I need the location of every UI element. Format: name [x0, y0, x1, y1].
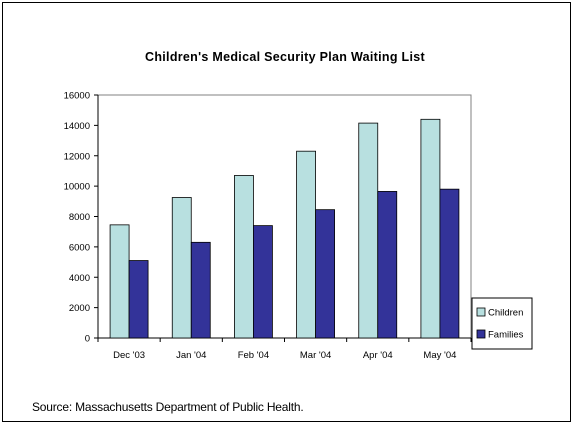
legend-label-families: Families: [488, 330, 524, 341]
bar-families: [253, 225, 273, 339]
bar-children: [358, 122, 379, 339]
y-tick-label: 4000: [69, 273, 90, 284]
x-tick-label: Apr '04: [363, 350, 393, 361]
bar-families: [190, 241, 211, 339]
legend-swatch-children: [476, 307, 486, 317]
y-tick-label: 6000: [69, 242, 90, 253]
y-tick-label: 10000: [64, 182, 90, 193]
y-tick-label: 12000: [64, 151, 90, 162]
legend: Children Families: [471, 297, 533, 350]
bar-families: [377, 191, 398, 339]
y-tick-label: 16000: [64, 91, 90, 102]
bar-children: [109, 224, 130, 339]
x-tick-label: Feb '04: [238, 350, 269, 361]
bar-children: [296, 150, 316, 339]
legend-swatch-families: [476, 329, 486, 339]
bar-families: [439, 188, 460, 339]
bar-families: [128, 260, 149, 339]
legend-label-children: Children: [488, 308, 523, 319]
y-axis: 0 2000 4000 6000 8000 10000 12000 14000 16000: [64, 91, 99, 345]
x-tick-label: Jan '04: [176, 350, 206, 361]
y-tick-label: 14000: [64, 121, 90, 132]
y-tick-label: 8000: [69, 212, 90, 223]
x-axis: Dec '03 Jan '04 Feb '04 Mar '04 Apr '04 May '…: [97, 337, 472, 361]
chart-title: Children's Medical Security Plan Waiting…: [145, 50, 425, 64]
bar-children: [234, 175, 254, 339]
x-tick-label: Mar '04: [300, 350, 331, 361]
bar-families: [315, 209, 335, 339]
bars: [109, 118, 460, 339]
x-tick-label: Dec '03: [113, 350, 145, 361]
legend-box: [471, 297, 533, 350]
y-tick-label: 2000: [69, 303, 90, 314]
plot-area: [97, 94, 472, 339]
source-note: Source: Massachusetts Department of Publ…: [32, 400, 304, 414]
bar-children: [420, 118, 441, 339]
bar-children: [171, 197, 192, 339]
x-tick-label: May '04: [423, 350, 456, 361]
y-tick-label: 0: [85, 334, 90, 345]
